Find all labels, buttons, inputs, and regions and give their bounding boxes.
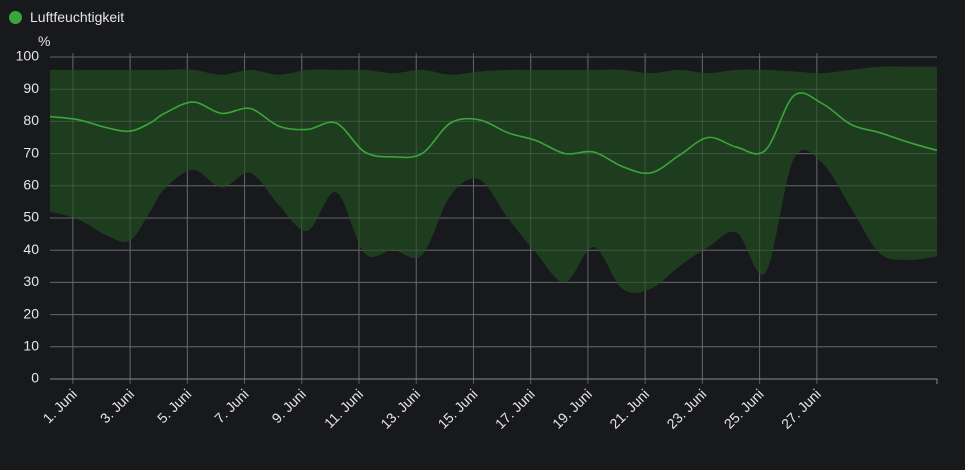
y-tick-label: 30 xyxy=(23,273,39,289)
x-tick-label: 27. Juni xyxy=(778,386,824,432)
x-tick-label: 15. Juni xyxy=(435,386,481,432)
x-tick-label: 13. Juni xyxy=(377,386,423,432)
min-max-band xyxy=(50,66,937,293)
y-tick-label: 0 xyxy=(31,370,39,386)
y-tick-label: 50 xyxy=(23,209,39,225)
x-tick-label: 7. Juni xyxy=(211,386,251,426)
x-tick-label: 3. Juni xyxy=(97,386,137,426)
legend-label: Luftfeuchtigkeit xyxy=(30,9,125,25)
x-tick-label: 5. Juni xyxy=(154,386,194,426)
y-tick-label: 10 xyxy=(23,338,39,354)
x-tick-label: 19. Juni xyxy=(549,386,595,432)
y-tick-label: 20 xyxy=(23,305,39,321)
x-tick-label: 21. Juni xyxy=(606,386,652,432)
x-tick-label: 23. Juni xyxy=(664,386,710,432)
x-tick-label: 25. Juni xyxy=(721,386,767,432)
plot-area xyxy=(49,56,938,380)
legend-marker xyxy=(9,10,22,24)
x-tick-label: 11. Juni xyxy=(321,386,366,431)
y-tick-label: 80 xyxy=(23,112,39,128)
mean-line xyxy=(49,92,938,175)
y-tick-label: 60 xyxy=(23,177,39,193)
y-tick-label: 90 xyxy=(23,80,39,96)
x-tick-label: 1. Juni xyxy=(40,386,80,426)
x-tick-label: 9. Juni xyxy=(268,386,308,426)
y-axis-unit: % xyxy=(38,33,50,49)
y-tick-label: 40 xyxy=(23,241,39,257)
y-tick-label: 70 xyxy=(23,144,39,160)
y-tick-label: 100 xyxy=(16,48,40,64)
chart-legend[interactable]: Luftfeuchtigkeit xyxy=(9,9,124,25)
x-tick-label: 17. Juni xyxy=(492,386,538,432)
